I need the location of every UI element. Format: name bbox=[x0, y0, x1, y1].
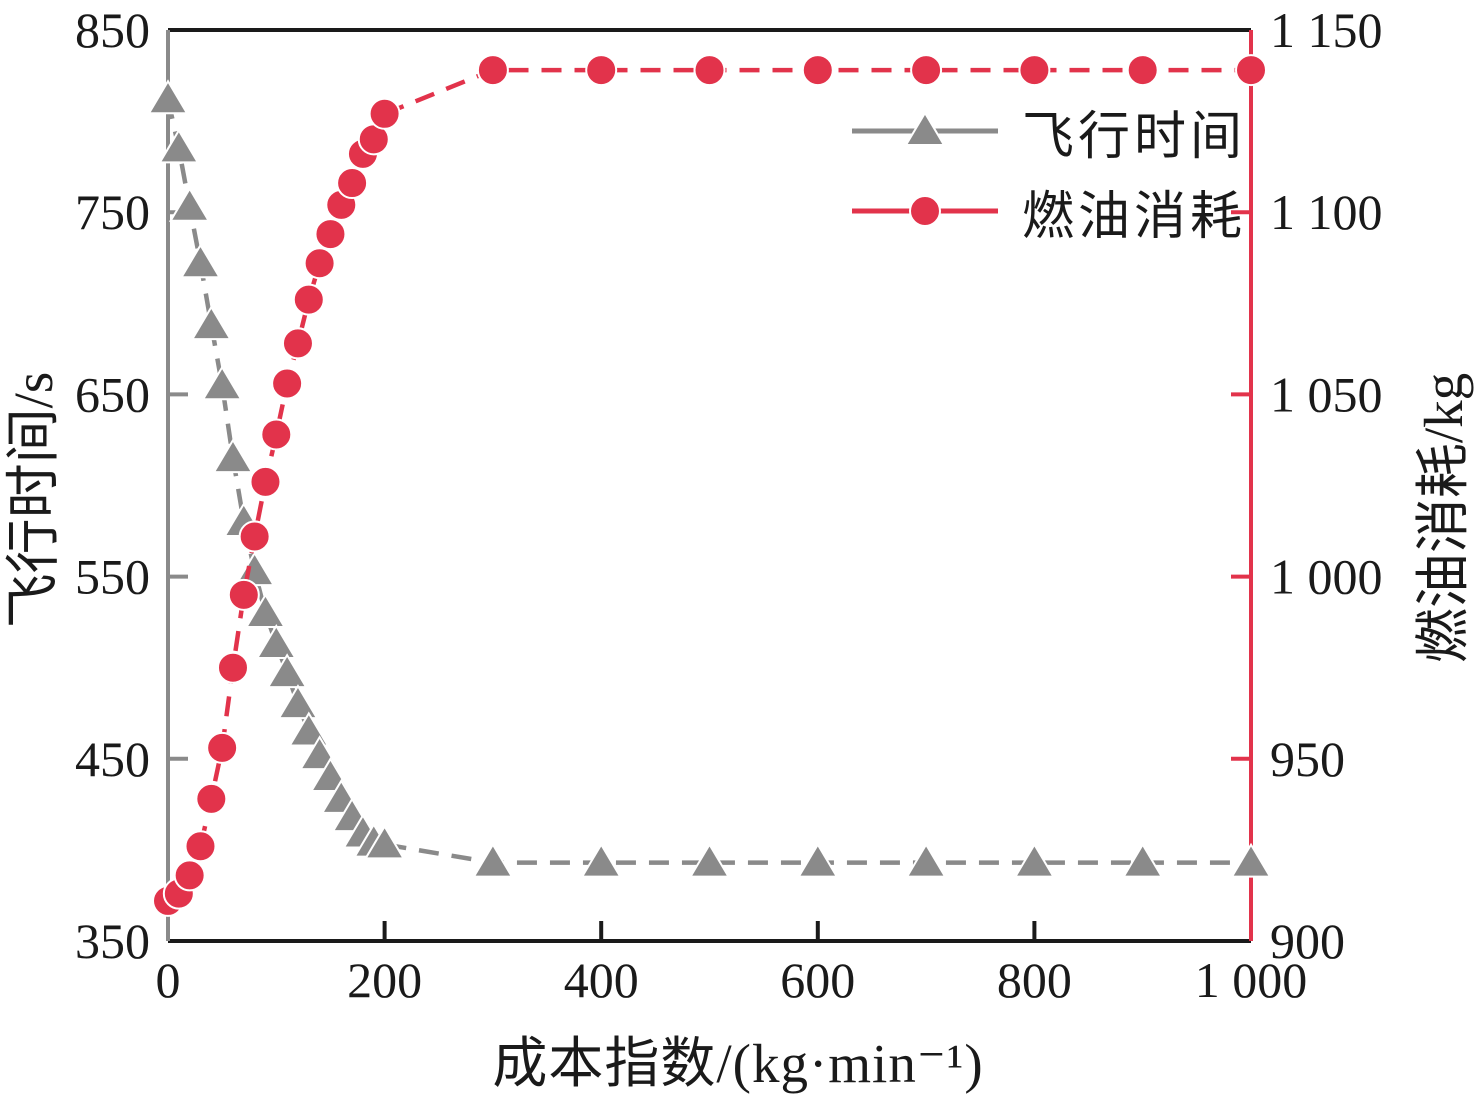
legend-item-fuel-consumption: 燃油消耗 bbox=[850, 180, 1250, 246]
left-y-tick-label: 550 bbox=[75, 549, 150, 605]
left-y-tick-label: 650 bbox=[75, 366, 150, 422]
x-tick-label: 1 000 bbox=[1195, 952, 1308, 1008]
left-y-tick-label: 750 bbox=[75, 184, 150, 240]
x-tick-label: 0 bbox=[156, 952, 181, 1008]
right-y-tick-label: 950 bbox=[1270, 731, 1345, 787]
flight-time-line-marker-icon bbox=[852, 111, 998, 146]
x-tick-label: 600 bbox=[780, 952, 855, 1008]
x-tick-label: 800 bbox=[997, 952, 1072, 1008]
left-y-tick-label: 450 bbox=[75, 731, 150, 787]
right-y-tick-label: 1 150 bbox=[1270, 2, 1383, 58]
left-y-axis-title: 飞行时间/s bbox=[3, 371, 64, 629]
right-y-axis-title: 燃油消耗/kg bbox=[1413, 372, 1474, 664]
legend: 飞行时间 燃油消耗 bbox=[850, 100, 1250, 246]
legend-item-flight-time: 飞行时间 bbox=[850, 100, 1250, 166]
series-燃油消耗 bbox=[152, 54, 1267, 917]
x-axis-title: 成本指数/(kg·min⁻¹) bbox=[492, 1033, 984, 1094]
x-tick-label: 200 bbox=[347, 952, 422, 1008]
right-y-tick-label: 1 000 bbox=[1270, 549, 1383, 605]
right-y-tick-label: 900 bbox=[1270, 913, 1345, 969]
legend-label-fuel-consumption: 燃油消耗 bbox=[1022, 188, 1247, 246]
right-y-tick-label: 1 100 bbox=[1270, 184, 1383, 240]
fuel-consumption-line-marker-icon bbox=[852, 195, 998, 227]
right-y-tick-label: 1 050 bbox=[1270, 366, 1383, 422]
legend-label-flight-time: 飞行时间 bbox=[1022, 108, 1247, 166]
series-飞行时间 bbox=[147, 79, 1272, 878]
left-y-tick-label: 850 bbox=[75, 2, 150, 58]
left-y-tick-label: 350 bbox=[75, 913, 150, 969]
x-tick-label: 400 bbox=[564, 952, 639, 1008]
